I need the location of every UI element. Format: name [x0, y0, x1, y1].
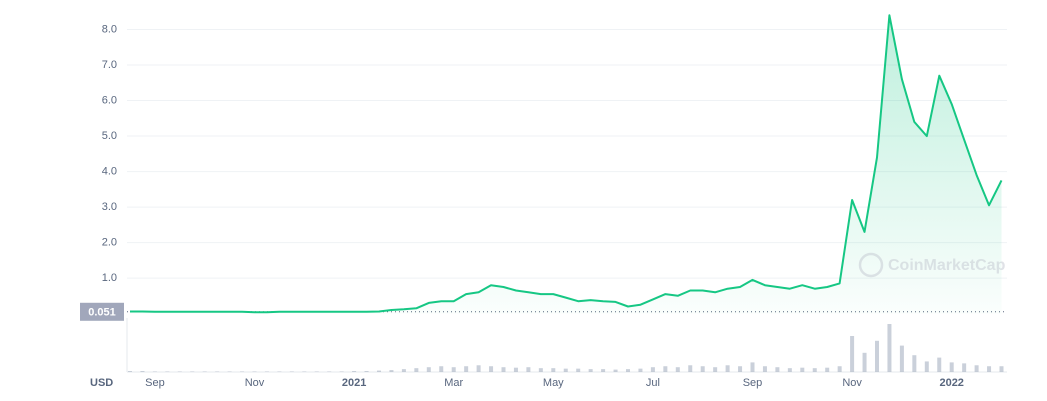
volume-bar — [476, 365, 481, 372]
x-tick-label: Sep — [145, 377, 165, 389]
volume-bar — [825, 367, 830, 372]
x-tick-label: 2022 — [939, 377, 963, 389]
volume-bar — [675, 367, 680, 372]
x-tick-label: Jul — [646, 377, 660, 389]
y-tick-label: 1.0 — [102, 272, 117, 284]
price-line — [130, 14, 1003, 314]
y-tick-label: 3.0 — [102, 201, 117, 213]
volume-bar — [489, 366, 494, 372]
volume-bar — [899, 345, 904, 372]
price-marker-label: 0.051 — [88, 307, 116, 319]
volume-bar — [663, 366, 668, 372]
volume-bar — [987, 366, 992, 372]
volume-bar — [377, 370, 381, 372]
currency-label: USD — [90, 377, 113, 389]
volume-bar — [837, 366, 842, 372]
y-tick-label: 2.0 — [102, 236, 117, 248]
volume-bar — [962, 363, 967, 372]
volume-bar — [999, 366, 1004, 372]
volume-bar — [912, 355, 917, 372]
x-tick-label: Nov — [245, 377, 265, 389]
volume-bar — [875, 340, 879, 372]
volume-bar — [887, 324, 892, 372]
volume-bar — [924, 361, 929, 372]
volume-bar — [812, 368, 817, 372]
volume-bar — [538, 368, 543, 372]
price-area — [130, 15, 1002, 314]
volume-bar — [750, 362, 755, 372]
volume-bar — [389, 370, 394, 372]
y-tick-label: 4.0 — [102, 165, 117, 177]
volume-bar — [850, 336, 855, 372]
volume-bar — [713, 367, 718, 372]
volume-bar — [725, 365, 730, 372]
volume-bar — [862, 352, 867, 372]
volume-bar — [451, 367, 456, 372]
volume-bar — [937, 357, 942, 372]
y-tick-label: 5.0 — [102, 130, 117, 142]
price-marker-box — [80, 302, 124, 321]
y-tick-label: 6.0 — [102, 94, 117, 106]
volume-bar — [364, 371, 369, 372]
volume-bar — [414, 368, 419, 372]
x-tick-label: May — [543, 377, 564, 389]
volume-bar — [576, 368, 581, 372]
volume-bar — [526, 367, 531, 372]
volume-bar — [738, 366, 743, 372]
volume-bar — [426, 367, 431, 372]
y-tick-label: 8.0 — [102, 23, 117, 35]
watermark-text: CoinMarketCap — [888, 257, 1006, 274]
x-tick-label: 2021 — [342, 377, 366, 389]
volume-bar — [128, 371, 132, 372]
volume-bar — [551, 368, 556, 372]
volume-bar — [650, 367, 655, 372]
volume-bar — [563, 368, 568, 372]
volume-bar — [974, 365, 979, 372]
volume-bar — [638, 368, 643, 372]
watermark: CoinMarketCap — [858, 252, 1006, 278]
volume-bar — [626, 369, 630, 372]
volume-bar — [513, 367, 518, 372]
volume-bar — [464, 366, 469, 372]
volume-bar — [688, 365, 693, 372]
volume-bar — [762, 366, 767, 372]
x-tick-label: Nov — [842, 377, 862, 389]
volume-bar — [439, 366, 444, 372]
volume-bar — [775, 367, 780, 372]
volume-bar — [588, 369, 593, 372]
x-tick-label: Mar — [444, 377, 463, 389]
volume-bar — [601, 369, 606, 372]
volume-bar — [787, 368, 792, 372]
y-tick-label: 7.0 — [102, 59, 117, 71]
volume-bar — [700, 366, 705, 372]
volume-bar — [401, 369, 406, 372]
watermark-logo — [858, 252, 884, 278]
volume-bar — [140, 371, 145, 372]
x-tick-label: Sep — [743, 377, 763, 389]
volume-bar — [352, 371, 357, 372]
volume-bar — [613, 369, 618, 372]
volume-bar — [501, 367, 506, 372]
volume-bar — [949, 362, 954, 372]
volume-bar — [800, 367, 805, 372]
